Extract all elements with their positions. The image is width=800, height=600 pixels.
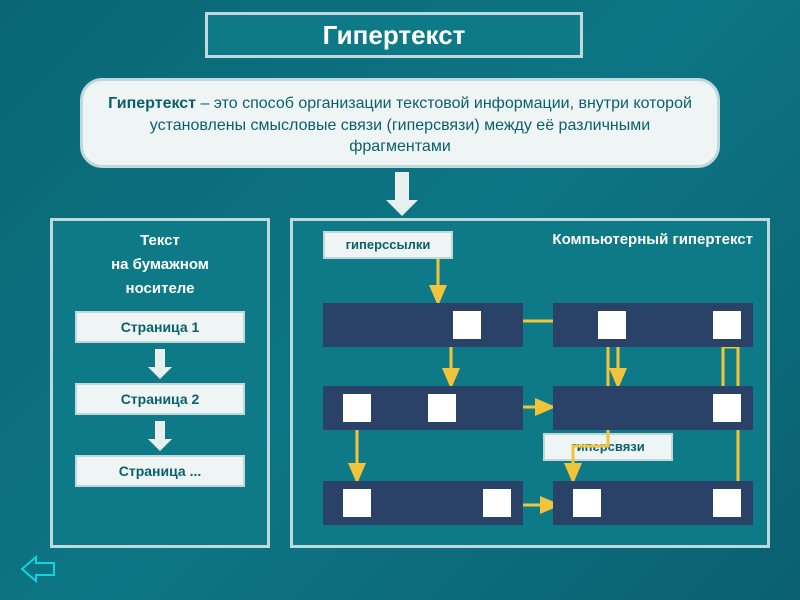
content-block <box>553 303 753 347</box>
hyperlink-node <box>343 394 371 422</box>
page-box: Страница 2 <box>75 383 245 415</box>
hyperlink-node <box>713 311 741 339</box>
left-panel: Текст на бумажном носителе Страница 1 Ст… <box>50 218 270 548</box>
label-hyperlinks: гиперссылки <box>323 231 453 259</box>
content-block <box>553 481 753 525</box>
hyperlink-node <box>713 394 741 422</box>
left-heading: Текст на бумажном носителе <box>53 229 267 301</box>
right-heading: Компьютерный гипертекст <box>552 231 753 248</box>
definition-term: Гипертекст <box>108 95 196 112</box>
hyperlink-node <box>598 311 626 339</box>
page-box: Страница 1 <box>75 311 245 343</box>
hyperlink-node <box>428 394 456 422</box>
hyperlink-node <box>453 311 481 339</box>
right-panel: Компьютерный гипертекст гиперссылки гипе… <box>290 218 770 548</box>
back-nav-icon[interactable] <box>20 555 56 588</box>
arrow-down-icon <box>155 349 165 367</box>
hyperlink-node <box>713 489 741 517</box>
hyperlink-node <box>343 489 371 517</box>
label-hyperties: гиперсвязи <box>543 433 673 461</box>
hyperlink-node <box>573 489 601 517</box>
definition-text: – это способ организации текстовой инфор… <box>150 95 692 155</box>
arrow-down-icon <box>155 421 165 439</box>
title: Гипертекст <box>205 12 583 58</box>
content-block <box>323 481 523 525</box>
content-block <box>553 386 753 430</box>
page-box: Страница ... <box>75 455 245 487</box>
main-arrow-down <box>395 172 409 200</box>
hyperlink-node <box>483 489 511 517</box>
content-block <box>323 303 523 347</box>
content-block <box>323 386 523 430</box>
definition: Гипертекст – это способ организации текс… <box>80 78 720 168</box>
